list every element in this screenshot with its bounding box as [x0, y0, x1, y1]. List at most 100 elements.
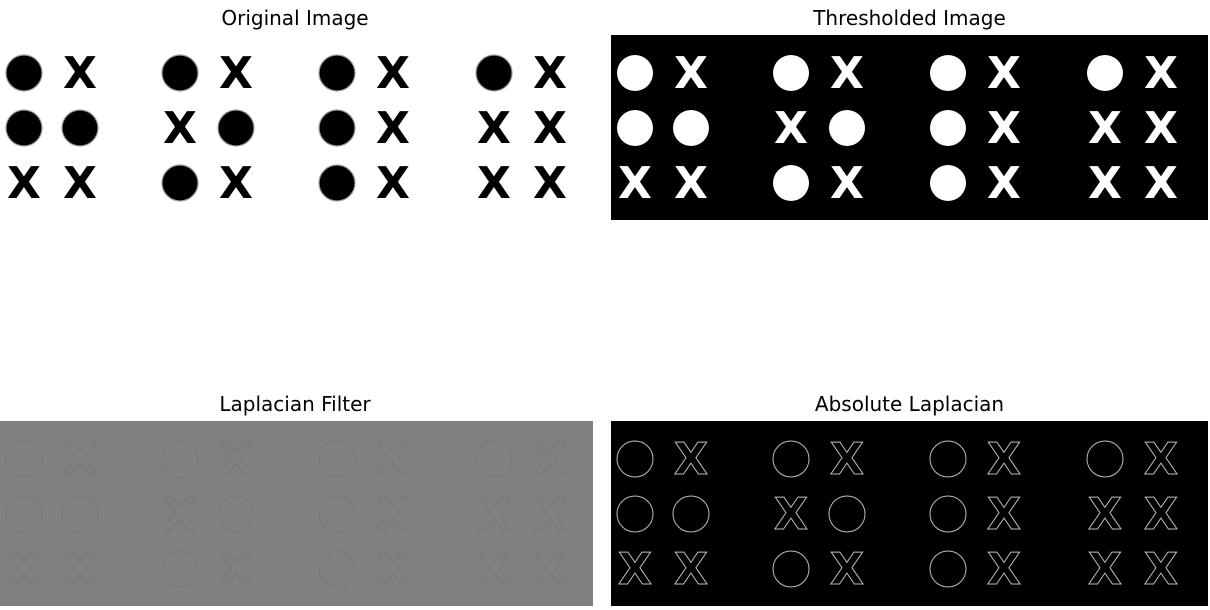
circle-shape: [161, 550, 199, 588]
x-shape: X: [533, 158, 567, 209]
x-shape: X: [1144, 103, 1178, 154]
panel-title-thresholded: Thresholded Image: [813, 6, 1006, 30]
circle-shape: [829, 110, 865, 146]
x-shape: X: [830, 434, 864, 485]
circle-edge: [5, 54, 43, 92]
panel-background: [611, 421, 1208, 606]
circle-shape: [475, 440, 513, 478]
x-shape: X: [533, 434, 567, 485]
circle-shape: [673, 110, 709, 146]
circle-shape: [218, 110, 254, 146]
panel-title-original: Original Image: [221, 6, 369, 30]
x-shape: X: [1144, 544, 1178, 595]
x-shape: X: [1088, 489, 1122, 540]
x-shape: X: [618, 544, 652, 595]
x-shape: X: [63, 434, 97, 485]
circle-shape: [61, 495, 99, 533]
x-shape: X: [674, 434, 708, 485]
x-shape: X: [987, 103, 1021, 154]
circle-edge: [217, 109, 255, 147]
x-shape: X: [7, 158, 41, 209]
circle-shape: [929, 440, 967, 478]
x-shape: X: [376, 48, 410, 99]
circle-shape: [616, 440, 654, 478]
x-shape: X: [987, 434, 1021, 485]
circle-shape: [672, 495, 710, 533]
panel-title-laplacian: Laplacian Filter: [219, 392, 371, 416]
circle-shape: [617, 110, 653, 146]
x-shape: X: [1144, 489, 1178, 540]
panel-title-absolute-laplacian: Absolute Laplacian: [814, 392, 1005, 416]
circle-edge: [475, 54, 513, 92]
x-shape: X: [533, 48, 567, 99]
circle-edge: [61, 109, 99, 147]
circle-shape: [1087, 55, 1123, 91]
x-shape: X: [1144, 434, 1178, 485]
circle-shape: [772, 550, 810, 588]
x-shape: X: [674, 48, 708, 99]
x-shape: X: [63, 544, 97, 595]
x-shape: X: [1088, 544, 1122, 595]
x-shape: X: [533, 103, 567, 154]
x-shape: X: [830, 48, 864, 99]
x-shape: X: [1088, 158, 1122, 209]
x-shape: X: [987, 544, 1021, 595]
x-shape: X: [533, 544, 567, 595]
x-shape: X: [774, 103, 808, 154]
x-shape: X: [477, 103, 511, 154]
circle-shape: [161, 440, 199, 478]
x-shape: X: [618, 158, 652, 209]
x-shape: X: [376, 544, 410, 595]
x-shape: X: [1144, 158, 1178, 209]
circle-shape: [930, 165, 966, 201]
circle-shape: [319, 110, 355, 146]
circle-shape: [318, 550, 356, 588]
x-shape: X: [63, 158, 97, 209]
x-shape: X: [533, 489, 567, 540]
x-shape: X: [219, 158, 253, 209]
circle-shape: [773, 165, 809, 201]
x-shape: X: [1088, 103, 1122, 154]
circle-shape: [162, 55, 198, 91]
x-shape: X: [163, 489, 197, 540]
circle-edge: [318, 109, 356, 147]
circle-shape: [162, 165, 198, 201]
circle-shape: [929, 495, 967, 533]
circle-shape: [217, 495, 255, 533]
circle-shape: [62, 110, 98, 146]
circle-shape: [6, 110, 42, 146]
x-shape: X: [477, 489, 511, 540]
circle-shape: [772, 440, 810, 478]
x-shape: X: [774, 489, 808, 540]
x-shape: X: [376, 489, 410, 540]
circle-edge: [161, 164, 199, 202]
x-shape: X: [987, 158, 1021, 209]
circle-shape: [617, 55, 653, 91]
circle-shape: [318, 495, 356, 533]
circle-shape: [5, 440, 43, 478]
circle-shape: [319, 165, 355, 201]
x-shape: X: [477, 158, 511, 209]
circle-edge: [318, 54, 356, 92]
circle-edge: [5, 109, 43, 147]
x-shape: X: [163, 103, 197, 154]
circle-shape: [5, 495, 43, 533]
circle-shape: [319, 55, 355, 91]
circle-shape: [476, 55, 512, 91]
x-shape: X: [219, 434, 253, 485]
x-shape: X: [987, 489, 1021, 540]
x-shape: X: [219, 48, 253, 99]
panel-background: [0, 421, 593, 606]
circle-shape: [773, 55, 809, 91]
x-shape: X: [219, 544, 253, 595]
x-shape: X: [376, 158, 410, 209]
circle-edge: [318, 164, 356, 202]
x-shape: X: [830, 158, 864, 209]
circle-edge: [161, 54, 199, 92]
circle-shape: [6, 55, 42, 91]
x-shape: X: [674, 158, 708, 209]
